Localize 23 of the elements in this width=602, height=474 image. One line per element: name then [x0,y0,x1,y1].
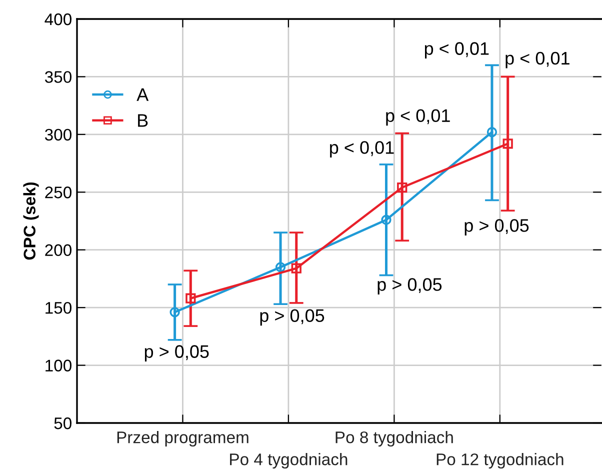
annotation: p > 0,05 [260,309,324,326]
annotation: p > 0,05 [378,278,442,294]
y-tick-label: 250 [45,186,72,198]
y-tick-label: 200 [45,244,72,256]
y-tick-label: 50 [54,417,72,430]
annotation: p < 0,01 [330,141,394,158]
annotation: p > 0,05 [144,345,209,362]
y-tick-label: 150 [46,302,72,314]
y-axis-title: CPC (sek) [23,182,39,260]
legend-label: B [138,114,148,127]
annotation: p < 0,01 [386,109,450,126]
y-tick-label: 100 [46,360,72,372]
y-tick-label: 350 [44,71,72,83]
legend-label: A [136,88,149,101]
annotation: p > 0,05 [464,219,529,236]
x-tick-label: Przed programem [117,431,248,447]
y-tick-label: 400 [44,13,72,26]
x-tick-label: Po 12 tygodniach [436,453,564,469]
annotation: p < 0,01 [424,42,489,59]
x-tick-label: Po 8 tygodniach [336,431,453,447]
y-tick-label: 300 [44,128,72,141]
x-tick-label: Po 4 tygodniach [230,453,348,469]
annotation: p < 0,01 [506,52,570,68]
